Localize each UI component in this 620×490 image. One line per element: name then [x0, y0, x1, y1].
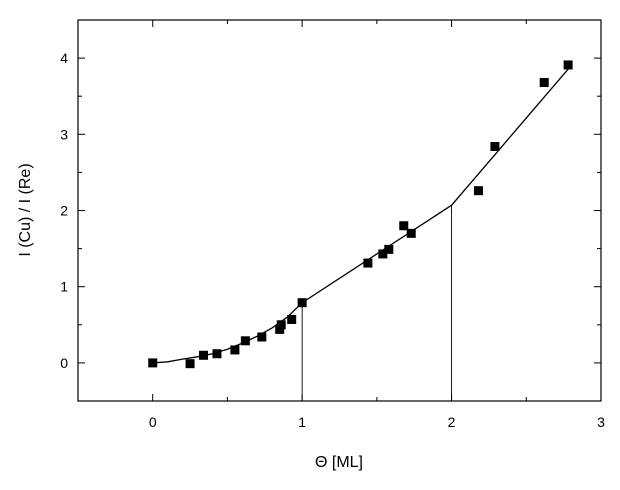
x-axis-label: Θ [ML] [315, 454, 363, 471]
data-point-19 [563, 60, 573, 70]
fit-line-group [152, 65, 572, 364]
y-tick-label: 2 [60, 203, 68, 219]
data-point-4 [230, 345, 240, 355]
data-point-12 [378, 249, 388, 259]
y-tick-label: 4 [60, 50, 68, 66]
y-tick-label: 1 [60, 279, 68, 295]
data-points [148, 60, 573, 369]
x-tick-label: 0 [149, 414, 157, 430]
y-axis-label: I (Cu) / I (Re) [17, 163, 34, 256]
data-point-18 [539, 77, 549, 87]
data-point-2 [199, 350, 209, 360]
data-point-16 [473, 186, 483, 196]
data-point-7 [275, 324, 285, 334]
data-point-14 [399, 221, 409, 231]
y-tick-label: 3 [60, 126, 68, 142]
plot-frame [77, 19, 602, 402]
data-point-5 [240, 336, 250, 346]
data-point-10 [297, 298, 307, 308]
data-point-8 [276, 320, 286, 330]
x-tick-label: 2 [448, 414, 456, 430]
x-tick-label: 3 [597, 414, 605, 430]
y-axis-ticks: 0 1 2 3 4 [60, 19, 601, 402]
reference-lines [301, 205, 453, 401]
x-tick-label: 1 [298, 414, 306, 430]
y-tick-label: 0 [60, 355, 68, 371]
data-point-6 [257, 332, 267, 342]
data-point-13 [384, 244, 394, 254]
data-point-11 [363, 258, 373, 268]
data-point-9 [287, 314, 297, 324]
data-point-17 [490, 141, 500, 151]
data-point-0 [148, 358, 158, 368]
fit-line [152, 65, 572, 364]
data-point-3 [212, 349, 222, 359]
x-axis-ticks: 0 1 2 3 [77, 20, 605, 430]
data-point-15 [406, 228, 416, 238]
data-point-1 [185, 359, 195, 369]
